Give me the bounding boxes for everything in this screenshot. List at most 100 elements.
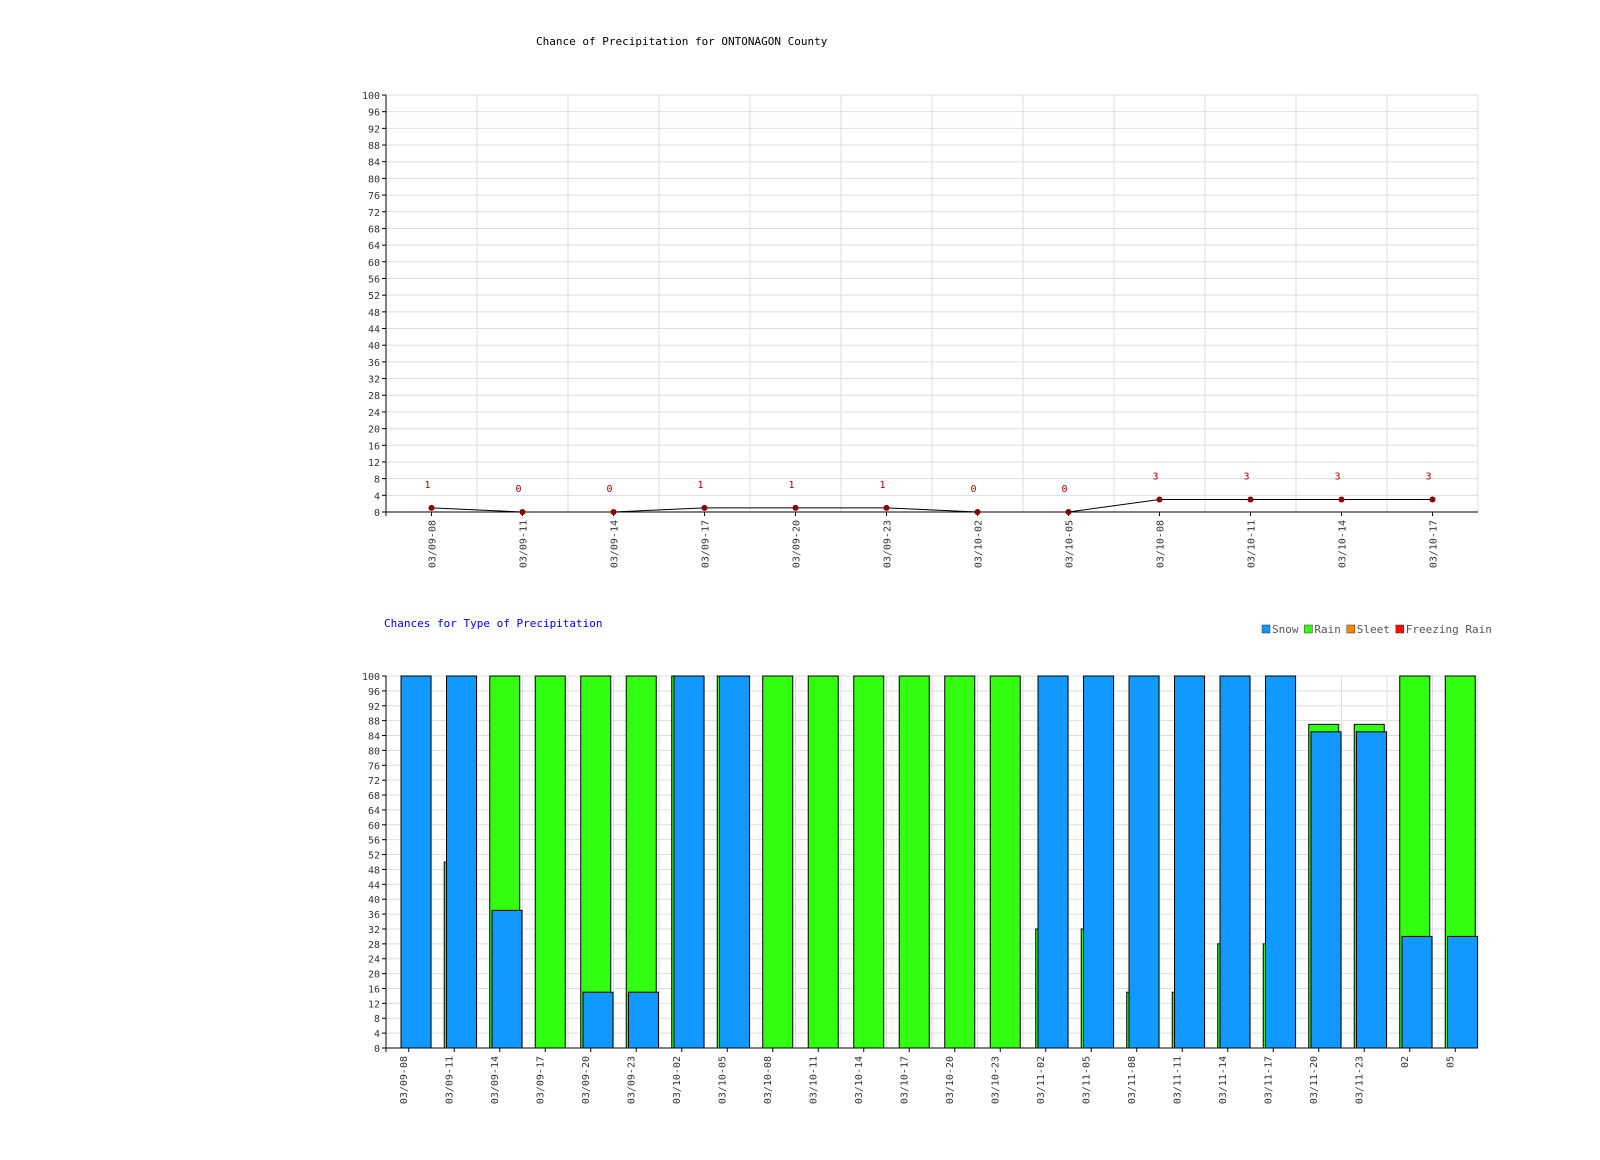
x-tick-label: 03/10-02	[974, 520, 985, 568]
bar-chart-x-ticks: 03/09-08 03/09-11 03/09-14 03/09-17 03/09-20…	[399, 1048, 1456, 1104]
bar-snow	[1083, 675, 1115, 1049]
y-tick-label: 80	[368, 746, 380, 757]
precip-line	[431, 498, 1433, 513]
x-tick-label: 03/11-05	[1081, 1056, 1092, 1104]
bar-rain	[580, 675, 612, 1049]
x-tick-label: 03/10-14	[854, 1056, 865, 1104]
data-point	[883, 504, 890, 511]
y-tick-label: 8	[374, 475, 380, 486]
y-tick-label: 48	[368, 865, 380, 876]
data-point	[1338, 496, 1345, 503]
line-chart-series: 1 0 0 1 1 1 0 0 3 3 3 3	[424, 471, 1436, 515]
x-tick-label: 03/09-11	[444, 1056, 455, 1104]
data-point	[1156, 496, 1163, 503]
y-tick-label: 40	[368, 895, 380, 906]
legend-label-rain: Rain	[1314, 623, 1341, 636]
bar-snow	[446, 675, 478, 1049]
bar-snow	[719, 675, 751, 1049]
data-label: 0	[1061, 484, 1067, 495]
legend-label-snow: Snow	[1272, 623, 1299, 636]
bar-rain	[944, 675, 976, 1049]
y-tick-label: 72	[368, 776, 380, 787]
x-tick-label: 03/10-17	[1429, 520, 1440, 568]
y-tick-label: 64	[368, 806, 380, 817]
x-tick-label: 03/10-23	[990, 1056, 1001, 1104]
y-tick-label: 24	[368, 408, 380, 419]
data-label: 1	[697, 480, 703, 491]
y-tick-label: 80	[368, 174, 380, 185]
x-tick-label: 03/09-23	[626, 1056, 637, 1104]
y-tick-label: 28	[368, 391, 380, 402]
chart-title: Chance of Precipitation for ONTONAGON Co…	[536, 35, 828, 48]
x-tick-label: 03/09-08	[428, 520, 439, 568]
data-label: 3	[1425, 471, 1431, 482]
y-tick-label: 60	[368, 821, 380, 832]
bar-snow	[1356, 731, 1388, 1049]
y-tick-label: 44	[368, 880, 380, 891]
y-tick-label: 20	[368, 425, 380, 436]
data-point	[610, 509, 617, 515]
y-tick-label: 100	[362, 672, 380, 683]
y-tick-label: 88	[368, 141, 380, 152]
y-tick-label: 12	[368, 458, 380, 469]
y-tick-label: 60	[368, 258, 380, 269]
bar-rain	[898, 675, 930, 1049]
x-tick-label: 03/11-23	[1354, 1056, 1365, 1104]
y-tick-label: 4	[374, 1029, 380, 1040]
x-tick-label: 03/09-20	[792, 520, 803, 568]
line-chart-grid	[385, 94, 1479, 513]
y-tick-label: 32	[368, 925, 380, 936]
x-tick-label: 03/11-17	[1263, 1056, 1274, 1104]
x-tick-label: 03/09-17	[701, 520, 712, 568]
y-tick-label: 76	[368, 761, 380, 772]
bar-chart-axes	[385, 676, 1478, 1052]
x-tick-label: 03/10-20	[945, 1056, 956, 1104]
bar-chart-bars	[400, 675, 1479, 1049]
x-tick-label: 03/11-14	[1218, 1056, 1229, 1104]
data-label: 3	[1243, 471, 1249, 482]
x-tick-label: 03/10-11	[1247, 520, 1258, 568]
y-tick-label: 92	[368, 702, 380, 713]
y-tick-label: 84	[368, 732, 380, 743]
x-tick-label: 03/10-11	[808, 1056, 819, 1104]
x-tick-label: 03/09-14	[610, 520, 621, 568]
x-tick-label: 03/10-17	[899, 1056, 910, 1104]
y-tick-label: 96	[368, 687, 380, 698]
x-tick-label: 03/09-23	[883, 520, 894, 568]
y-tick-label: 32	[368, 375, 380, 386]
data-point	[792, 504, 799, 511]
data-label: 3	[1334, 471, 1340, 482]
data-point	[519, 509, 526, 515]
legend-label-freezing-rain: Freezing Rain	[1406, 623, 1492, 636]
bar-snow	[1128, 675, 1160, 1049]
legend-label-sleet: Sleet	[1357, 623, 1390, 636]
bar-rain	[625, 675, 657, 1049]
y-tick-label: 92	[368, 124, 380, 135]
bar-snow	[1174, 675, 1206, 1049]
y-tick-label: 8	[374, 1014, 380, 1025]
bar-rain	[534, 675, 566, 1049]
x-tick-label: 03/10-08	[1156, 520, 1167, 568]
x-tick-label: 03/09-14	[490, 1056, 501, 1104]
x-tick-label: 03/10-14	[1338, 520, 1349, 568]
bar-snow	[1310, 731, 1342, 1049]
x-tick-label: 03/10-08	[763, 1056, 774, 1104]
bar-rain	[989, 675, 1021, 1049]
y-tick-label: 84	[368, 158, 380, 169]
legend-swatch-sleet	[1346, 624, 1356, 634]
y-tick-label: 16	[368, 984, 380, 995]
x-tick-label: 03/10-05	[1065, 520, 1076, 568]
y-tick-label: 72	[368, 208, 380, 219]
y-tick-label: 36	[368, 910, 380, 921]
y-tick-label: 20	[368, 970, 380, 981]
x-tick-label: 03/09-17	[535, 1056, 546, 1104]
y-tick-label: 64	[368, 241, 380, 252]
bar-snow	[673, 675, 705, 1049]
x-tick-label: 02	[1400, 1056, 1411, 1068]
data-point	[701, 504, 708, 511]
x-tick-label: 03/10-02	[672, 1056, 683, 1104]
x-tick-label: 03/11-11	[1172, 1056, 1183, 1104]
line-chart-y-ticks: 0481216202428323640444852566064687276808…	[362, 91, 386, 519]
bar-snow	[400, 675, 432, 1049]
y-tick-label: 52	[368, 851, 380, 862]
